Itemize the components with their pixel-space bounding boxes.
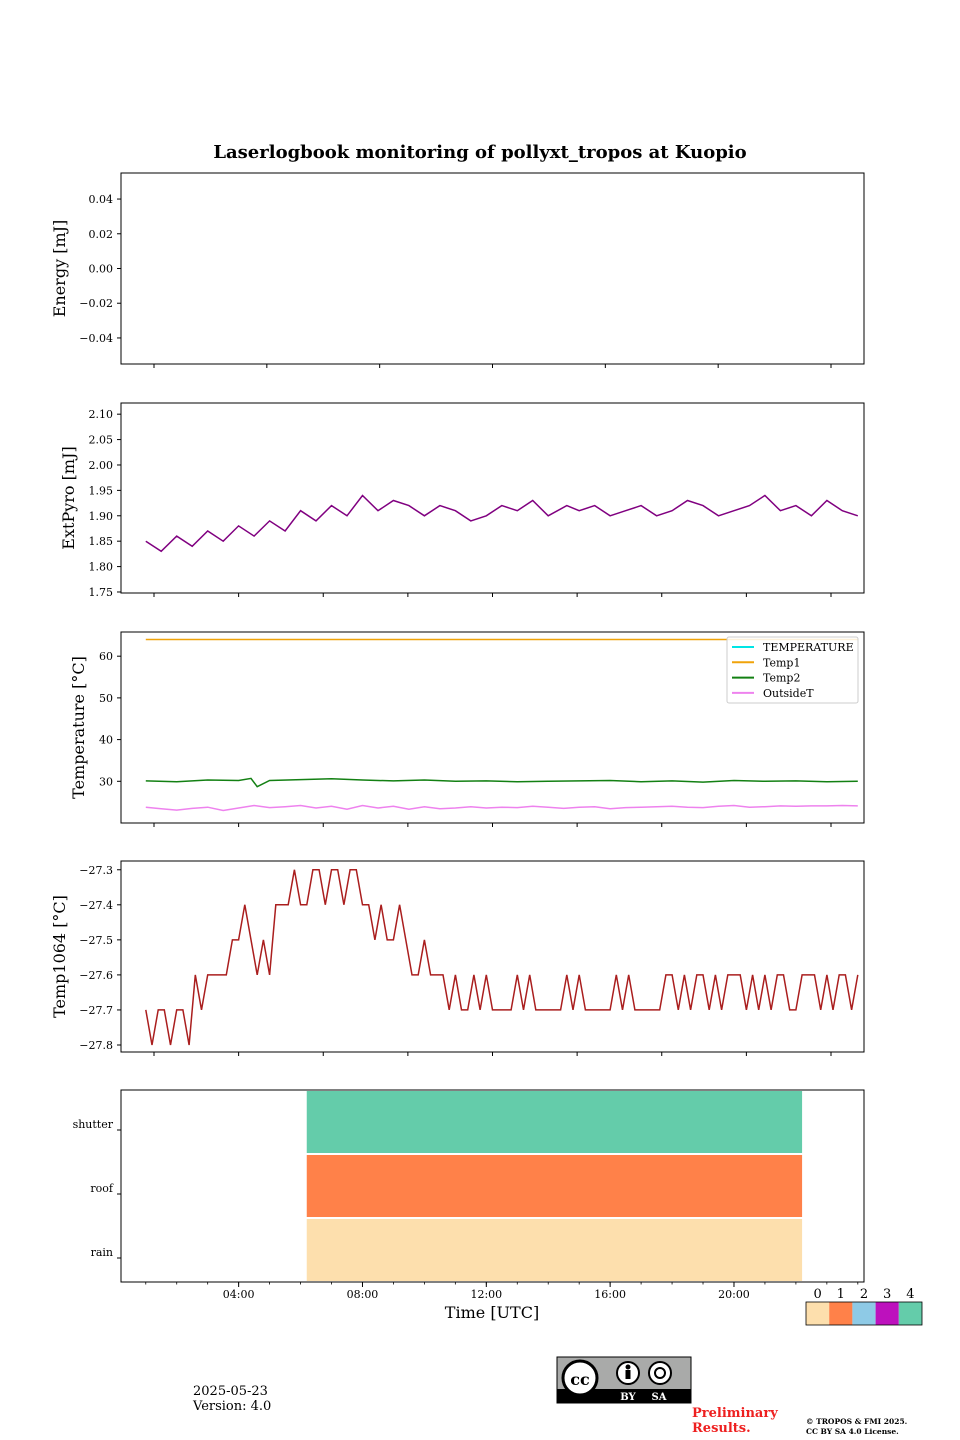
colorbar-swatch-4 (898, 1302, 922, 1325)
extpyro-y-tick-label: 1.90 (89, 510, 114, 523)
temp1064-y-tick-label: −27.4 (79, 899, 113, 912)
extpyro-y-tick-label: 1.95 (89, 484, 114, 497)
colorbar-swatch-1 (829, 1302, 853, 1325)
temp1064-y-tick-label: −27.7 (79, 1004, 113, 1017)
extpyro-y-tick-label: 2.05 (89, 434, 114, 447)
temperature-y-tick-label: 60 (99, 650, 113, 663)
x-axis-label: Time [UTC] (445, 1303, 539, 1322)
preliminary-label: Preliminary Results. (692, 1406, 778, 1436)
flag-category-label: shutter (73, 1118, 114, 1131)
flag-band-roof (306, 1155, 803, 1217)
extpyro-y-tick-label: 1.80 (89, 561, 114, 574)
colorbar-swatch-2 (852, 1302, 876, 1325)
extpyro-y-tick-label: 2.10 (89, 408, 114, 421)
x-tick-label: 08:00 (347, 1288, 379, 1301)
copyright-label: © TROPOS & FMI 2025. CC BY SA 4.0 Licens… (806, 1417, 908, 1436)
temperature-y-tick-label: 30 (99, 775, 113, 788)
energy-plot-frame (120, 172, 865, 365)
temp1064-series-line-0 (145, 869, 859, 1046)
extpyro-series-line-0 (145, 494, 859, 553)
energy-y-tick-label: −0.02 (79, 297, 113, 310)
colorbar-tick-label: 1 (837, 1287, 845, 1302)
badge-by-label: BY (620, 1392, 636, 1403)
x-tick-label: 04:00 (223, 1288, 255, 1301)
cc-license-badge: cc BY SA (556, 1356, 692, 1404)
energy-panel: 0.04 0.02 0.00 −0.02 −0.04 Energy [mJ] (50, 172, 865, 368)
temperature-legend-label: OutsideT (763, 687, 814, 700)
energy-y-tick-label: −0.04 (79, 332, 113, 345)
extpyro-y-axis-label: ExtPyro [mJ] (59, 446, 78, 549)
extpyro-y-tick-label: 1.75 (89, 586, 114, 599)
temperature-panel: 30 40 50 60 Temperature [°C] TEMPERATURE Temp1… (69, 631, 865, 827)
version-label: Version: 4.0 (193, 1399, 272, 1414)
temperature-legend-label: Temp1 (763, 656, 800, 669)
flag-category-label: roof (90, 1182, 114, 1195)
colorbar-tick-label: 3 (883, 1287, 891, 1302)
energy-y-tick-label: 0.00 (89, 263, 114, 276)
colorbar-tick-label: 4 (906, 1287, 914, 1302)
temperature-y-axis-label: Temperature [°C] (69, 656, 88, 799)
colorbar-swatch-0 (806, 1302, 830, 1325)
temp1064-y-tick-label: −27.5 (79, 934, 113, 947)
extpyro-panel: 1.75 1.80 1.85 1.90 1.95 2.00 2.05 2.10 ExtPyro … (59, 402, 865, 599)
x-tick-label: 20:00 (718, 1288, 750, 1301)
figure-title: Laserlogbook monitoring of pollyxt_tropo… (213, 142, 746, 163)
temperature-legend (726, 636, 859, 704)
svg-text:cc: cc (570, 1370, 590, 1389)
colorbar-tick-label: 2 (860, 1287, 868, 1302)
x-tick-label: 12:00 (470, 1288, 502, 1301)
temperature-y-tick-label: 40 (99, 734, 113, 747)
extpyro-plot-frame (120, 402, 865, 594)
energy-y-tick-label: 0.04 (89, 193, 114, 206)
flag-category-label: rain (91, 1246, 113, 1259)
temperature-legend-label: TEMPERATURE (763, 641, 854, 654)
colorbar-swatch-3 (875, 1302, 899, 1325)
temp1064-panel: −27.8 −27.7 −27.6 −27.5 −27.4 −27.3 Temp1064 [… (50, 860, 865, 1056)
temp1064-y-axis-label: Temp1064 [°C] (50, 895, 69, 1018)
temp1064-plot-frame (120, 860, 865, 1053)
extpyro-y-tick-label: 2.00 (89, 459, 114, 472)
flag-band-shutter (306, 1091, 803, 1153)
temperature-y-tick-label: 50 (99, 692, 113, 705)
extpyro-y-tick-label: 1.85 (89, 535, 114, 548)
share-alike-icon (648, 1361, 672, 1385)
temp1064-y-tick-label: −27.6 (79, 969, 113, 982)
x-tick-label: 16:00 (594, 1288, 626, 1301)
energy-y-tick-label: 0.02 (89, 228, 114, 241)
temp1064-y-tick-label: −27.3 (79, 864, 113, 877)
temperature-series-line-3 (145, 804, 858, 812)
flags-panel: rain roof shutter 04:00 08:00 12:00 16:00 20:00 (73, 1089, 865, 1301)
cc-logo-icon (561, 1359, 599, 1397)
energy-y-axis-label: Energy [mJ] (50, 220, 69, 318)
temperature-series-line-2 (145, 777, 858, 788)
badge-sa-label: SA (652, 1392, 667, 1403)
date-label: 2025-05-23 (193, 1384, 268, 1399)
temperature-legend-label: Temp2 (763, 672, 800, 685)
temp1064-y-tick-label: −27.8 (79, 1039, 113, 1052)
flag-band-rain (306, 1219, 803, 1281)
colorbar-frame (805, 1301, 923, 1326)
flags-plot-frame (120, 1089, 865, 1283)
colorbar-tick-label: 0 (813, 1287, 821, 1302)
